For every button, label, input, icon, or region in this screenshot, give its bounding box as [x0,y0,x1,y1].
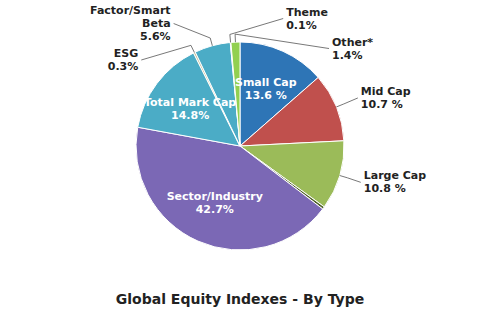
pie-slice [230,42,240,146]
pie-slice [231,42,240,146]
label-line: 1.4% [332,49,363,62]
label-line: Small Cap [235,76,297,89]
label-line: 0.1% [286,19,317,32]
leader-line [340,176,361,183]
label-line: 13.6 % [245,89,287,102]
pie-chart: Small Cap13.6 % Sector/Industry42.7% Total… [0,0,480,316]
label-line: 5.6% [140,30,171,43]
data-label: Large Cap10.8 % [364,169,427,195]
label-line: Other* [332,36,373,49]
data-label: Sector/Industry42.7% [167,190,263,216]
wedges [136,42,344,250]
label-line: 42.7% [196,203,234,216]
chart-container: Small Cap13.6 % Sector/Industry42.7% Total… [0,0,480,316]
label-line: Theme [286,6,328,19]
label-line: ESG [114,47,138,60]
leader-line [230,19,283,43]
label-line: 0.3% [108,60,139,73]
leader-line [235,34,329,48]
label-line: 14.8% [171,109,209,122]
leader-lines [141,19,360,183]
data-label: Total Mark Cap14.8% [144,96,236,122]
label-line: 10.8 % [364,182,406,195]
label-line: Large Cap [364,169,427,182]
pie-slice [195,42,240,146]
data-label: Factor/SmartBeta5.6% [90,4,171,43]
data-label: Other*1.4% [332,36,373,62]
leader-line [174,24,213,46]
label-line: Mid Cap [361,85,411,98]
labels: Small Cap13.6 % Sector/Industry42.7% Total… [90,4,426,216]
data-label: Mid Cap10.7 % [361,85,411,111]
data-label: Theme0.1% [286,6,328,32]
leader-line [336,98,357,107]
leader-line [141,45,194,60]
label-line: Beta [142,17,171,30]
label-line: 10.7 % [361,98,403,111]
pie-slice [136,127,323,250]
data-label: ESG0.3% [108,47,139,73]
label-line: Factor/Smart [90,4,171,17]
data-label: Small Cap13.6 % [235,76,297,102]
chart-title: Global Equity Indexes - By Type [116,291,364,307]
label-line: Total Mark Cap [144,96,236,109]
label-line: Sector/Industry [167,190,263,203]
